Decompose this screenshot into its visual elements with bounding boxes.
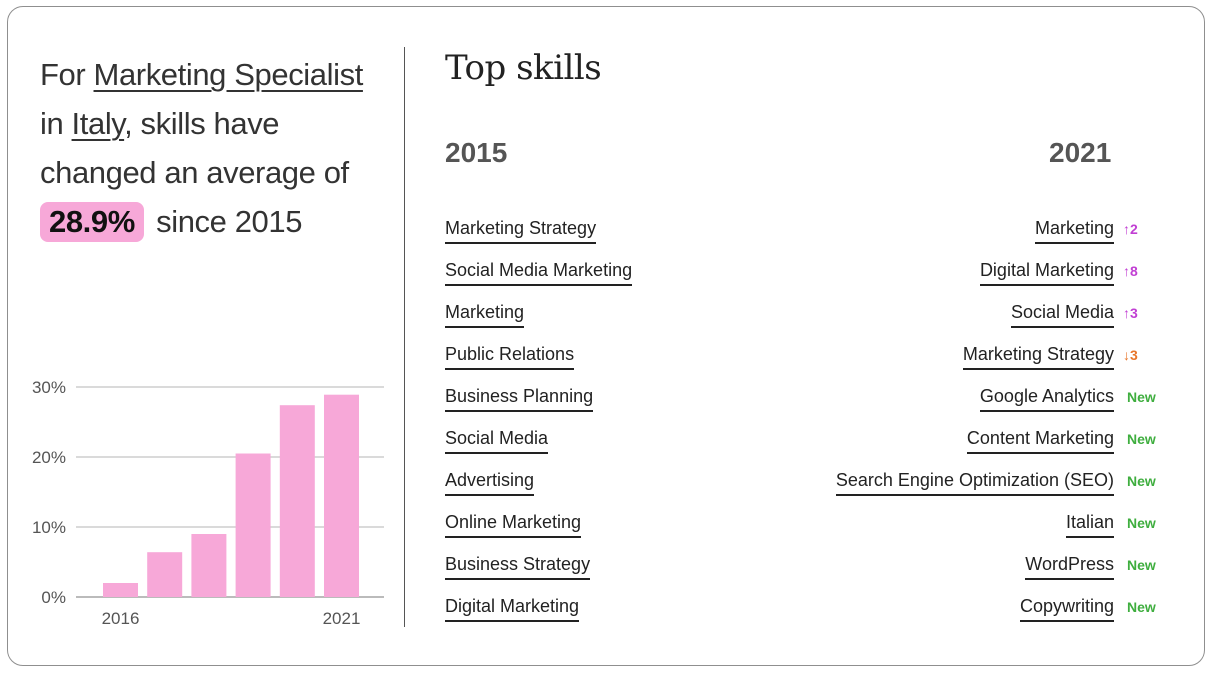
role-link[interactable]: Marketing Specialist (93, 57, 364, 92)
skill-2015-item[interactable]: Business Strategy (445, 553, 591, 580)
skill-2015-item[interactable]: Digital Marketing (445, 595, 580, 622)
rank-change-badge: ↑2 (1123, 221, 1138, 237)
skill-2015-item[interactable]: Social Media Marketing (445, 259, 633, 286)
year-end-heading: 2021 (1049, 137, 1112, 168)
headline: For Marketing Specialist in Italy, skill… (40, 50, 400, 246)
skill-2021-item[interactable]: Social Media (1010, 301, 1114, 328)
skill-2021-item[interactable]: Italian (1065, 511, 1114, 538)
bar-2016 (103, 583, 138, 597)
skill-2015-item[interactable]: Marketing Strategy (445, 217, 597, 244)
year-start-heading: 2015 (445, 137, 508, 168)
headline-middle: , skills have changed an average of (40, 106, 349, 190)
bar-2021 (324, 394, 359, 597)
rank-change-badge: New (1127, 473, 1156, 489)
rank-change-badge: New (1127, 515, 1156, 531)
skill-2021-item[interactable]: WordPress (1025, 553, 1114, 580)
rank-change-badge: New (1127, 431, 1156, 447)
headline-suffix: since 2015 (156, 204, 303, 239)
chart-x-axis: 2016 2021 (102, 609, 361, 628)
y-tick-label: 30% (32, 378, 66, 397)
rank-change-badge: New (1127, 389, 1156, 405)
rank-change-badge: ↑8 (1123, 263, 1138, 279)
section-divider (404, 47, 405, 627)
location-link[interactable]: Italy (71, 106, 125, 141)
skill-2021-item[interactable]: Search Engine Optimization (SEO) (835, 469, 1114, 496)
bar-2018 (191, 534, 227, 597)
skill-2015-item[interactable]: Online Marketing (445, 511, 582, 538)
y-tick-label: 0% (41, 588, 66, 607)
skill-2021-item[interactable]: Content Marketing (966, 427, 1114, 454)
skill-2021-item[interactable]: Copywriting (1019, 595, 1114, 622)
top-skills-title: Top skills (445, 48, 602, 88)
chart-y-axis: 0% 10% 20% 30% (32, 378, 66, 607)
skill-2021-item[interactable]: Digital Marketing (979, 259, 1114, 286)
skill-2021-item[interactable]: Marketing Strategy (962, 343, 1114, 370)
headline-prefix: For (40, 57, 94, 92)
rank-change-badge: ↓3 (1123, 347, 1138, 363)
y-tick-label: 10% (32, 518, 66, 537)
skill-2015-item[interactable]: Advertising (445, 469, 535, 496)
rank-change-badge: New (1127, 557, 1156, 573)
skill-2015-item[interactable]: Public Relations (445, 343, 575, 370)
rank-change-badge: New (1127, 599, 1156, 615)
chart-bars (103, 394, 359, 597)
skill-2015-item[interactable]: Marketing (445, 301, 525, 328)
bar-2017 (147, 552, 183, 597)
x-tick-label: 2021 (323, 609, 361, 628)
bar-2019 (235, 453, 271, 597)
percent-badge: 28.9% (40, 202, 144, 242)
change-bar-chart: 0% 10% 20% 30% 2016 2021 (32, 378, 384, 628)
skill-2015-item[interactable]: Business Planning (445, 385, 594, 412)
skill-2021-item[interactable]: Google Analytics (979, 385, 1114, 412)
headline-in: in (40, 106, 72, 141)
skill-2021-item[interactable]: Marketing (1034, 217, 1114, 244)
x-tick-label: 2016 (102, 609, 140, 628)
bar-2020 (279, 405, 315, 597)
skill-2015-item[interactable]: Social Media (445, 427, 549, 454)
y-tick-label: 20% (32, 448, 66, 467)
rank-change-badge: ↑3 (1123, 305, 1138, 321)
